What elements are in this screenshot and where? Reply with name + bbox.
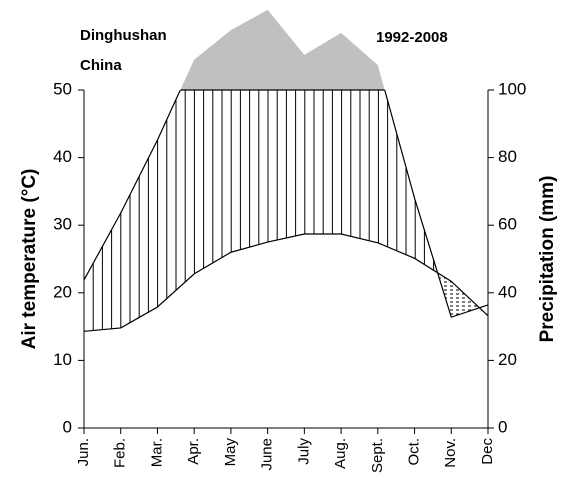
precipitation-line (83, 90, 489, 318)
x-tick-label: Feb. (112, 438, 129, 468)
x-tick-label: Oct. (406, 438, 423, 466)
y2-axis-title: Precipitation (mm) (537, 176, 558, 343)
station: Dinghushan (80, 27, 167, 44)
y2-tick-label: 100 (498, 79, 526, 98)
y2-tick-label: 80 (498, 147, 517, 166)
y-tick-label: 0 (63, 417, 72, 436)
x-tick-label: July (295, 438, 312, 465)
x-tick-label: Sept. (369, 438, 386, 473)
y-tick-label: 50 (53, 79, 72, 98)
period: 1992-2008 (376, 29, 448, 46)
x-tick-label: Dec (479, 438, 496, 465)
y-axis-title: Air temperature (°C) (19, 169, 40, 350)
y-tick-label: 20 (53, 282, 72, 301)
y2-tick-label: 60 (498, 215, 517, 234)
x-tick-label: Apr. (185, 438, 202, 465)
humid-excess (84, 9, 488, 90)
y-tick-label: 40 (53, 147, 72, 166)
x-tick-label: May (222, 438, 239, 467)
x-tick-label: Jun. (75, 438, 92, 466)
y-tick-label: 10 (53, 350, 72, 369)
country: China (80, 57, 122, 74)
x-tick-label: June (259, 438, 276, 471)
y2-tick-label: 0 (498, 417, 507, 436)
x-tick-label: Aug. (332, 438, 349, 469)
y-tick-label: 30 (53, 215, 72, 234)
temperature-line (83, 233, 489, 332)
x-tick-label: Mar. (148, 438, 165, 467)
x-tick-label: Nov. (442, 438, 459, 468)
y2-tick-label: 20 (498, 350, 517, 369)
y2-tick-label: 40 (498, 282, 517, 301)
